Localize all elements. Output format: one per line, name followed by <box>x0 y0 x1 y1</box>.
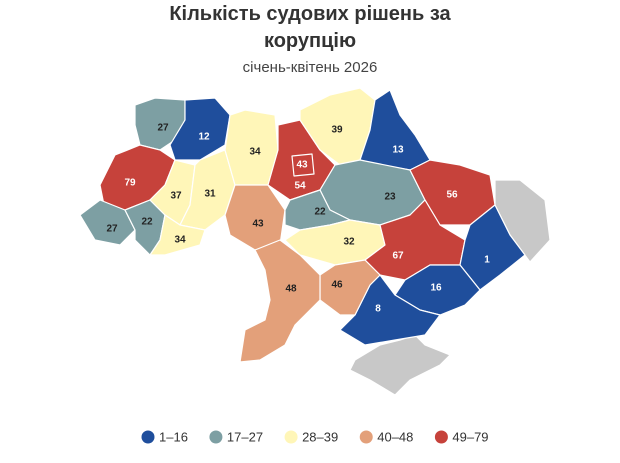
region-value: 23 <box>384 192 396 203</box>
legend-label: 1–16 <box>159 429 188 444</box>
region-value: 13 <box>392 145 404 156</box>
region-value: 37 <box>170 191 182 202</box>
legend-label: 49–79 <box>452 429 488 444</box>
legend-swatch <box>284 430 298 444</box>
no-data-regions <box>349 179 551 396</box>
grey-region <box>349 334 451 396</box>
region-value: 32 <box>343 237 355 248</box>
region <box>459 204 526 291</box>
regions: 27 12 79 27 22 37 31 34 34 43 54 43 39 13 23 22 56 32 67 1 1… <box>79 87 526 363</box>
region-value: 12 <box>198 132 210 143</box>
title-line: корупцію <box>264 30 356 52</box>
region-value: 27 <box>106 224 118 235</box>
legend-swatch <box>209 430 223 444</box>
region-value: 43 <box>252 219 264 230</box>
region-value: 27 <box>157 123 169 134</box>
region-value: 43 <box>296 160 308 171</box>
region-value: 8 <box>375 304 381 315</box>
region-value: 34 <box>249 147 261 158</box>
region-value: 79 <box>124 178 136 189</box>
region <box>224 184 286 251</box>
region-value: 56 <box>446 190 458 201</box>
legend-swatch <box>141 430 155 444</box>
region-value: 16 <box>430 283 442 294</box>
region-value: 22 <box>314 207 326 218</box>
legend-label: 17–27 <box>227 429 263 444</box>
region-value: 39 <box>331 125 343 136</box>
title-line: Кількість судових рішень за <box>169 3 451 25</box>
region-value: 31 <box>204 189 216 200</box>
region-value: 22 <box>141 217 153 228</box>
region-value: 1 <box>484 255 490 266</box>
subtitle: січень-квітень 2026 <box>243 59 378 76</box>
region-value: 46 <box>331 280 343 291</box>
region-value: 48 <box>285 284 297 295</box>
region-value: 67 <box>392 251 404 262</box>
region-value: 34 <box>174 235 186 246</box>
region <box>291 153 315 177</box>
legend-label: 40–48 <box>377 429 413 444</box>
legend-swatch <box>434 430 448 444</box>
legend-label: 28–39 <box>302 429 338 444</box>
legend-swatch <box>359 430 373 444</box>
region <box>239 239 321 363</box>
legend: 1–16 17–27 28–39 40–48 49–79 <box>141 429 489 444</box>
region-value: 54 <box>294 181 306 192</box>
region <box>149 214 206 256</box>
